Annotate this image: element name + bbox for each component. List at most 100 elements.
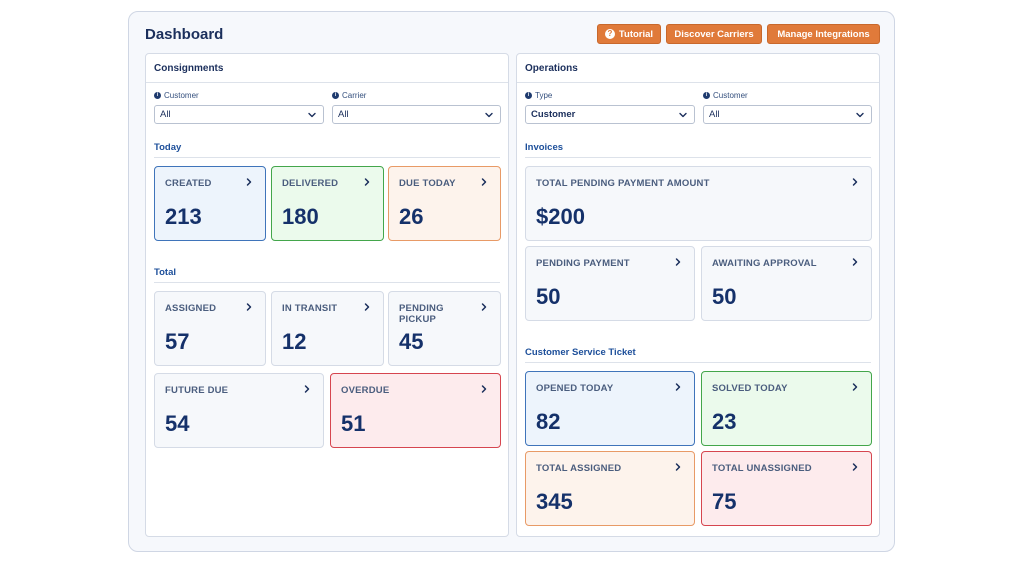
chevron-right-icon [363, 302, 371, 312]
pending-pickup-card[interactable]: PENDING PICKUP 45 [388, 291, 501, 366]
chevron-right-icon [480, 302, 488, 312]
awaiting-approval-card[interactable]: AWAITING APPROVAL 50 [701, 246, 872, 321]
total-pending-payment-amount-card[interactable]: TOTAL PENDING PAYMENT AMOUNT $200 [525, 166, 872, 241]
carrier-filter-label: i Carrier [332, 91, 366, 100]
consignments-title: Consignments [154, 63, 224, 74]
question-icon: ? [604, 29, 615, 39]
carrier-filter-label-text: Carrier [342, 91, 367, 100]
total-assigned-card[interactable]: TOTAL ASSIGNED 345 [525, 451, 695, 526]
info-icon: i [154, 92, 161, 99]
dashboard-frame: Dashboard ? Tutorial Discover Carriers M… [128, 11, 895, 552]
chevron-right-icon [674, 382, 682, 392]
chevron-right-icon [480, 177, 488, 187]
chevron-down-icon [307, 110, 317, 120]
divider [154, 157, 500, 158]
info-icon: i [703, 92, 710, 99]
divider [146, 82, 508, 83]
type-select[interactable]: Customer [525, 105, 695, 124]
chevron-right-icon [245, 177, 253, 187]
carrier-select-value: All [338, 109, 349, 120]
divider [525, 157, 871, 158]
due-today-card[interactable]: DUE TODAY 26 [388, 166, 501, 241]
divider [517, 82, 879, 83]
customer-filter-label: i Customer [154, 91, 199, 100]
carrier-select[interactable]: All [332, 105, 501, 124]
pending-payment-card[interactable]: PENDING PAYMENT 50 [525, 246, 695, 321]
card-label: FUTURE DUE [165, 385, 229, 396]
card-label: TOTAL UNASSIGNED [712, 463, 812, 474]
solved-today-card[interactable]: SOLVED TODAY 23 [701, 371, 872, 446]
card-value: 45 [399, 329, 424, 354]
card-value: $200 [536, 204, 585, 229]
operations-title: Operations [525, 63, 578, 74]
card-value: 180 [282, 204, 319, 229]
type-filter-label: i Type [525, 91, 552, 100]
card-value: 75 [712, 489, 737, 514]
customer-service-ticket-section-title: Customer Service Ticket [525, 347, 636, 358]
operations-panel: Operations i Type Customer i Customer Al… [516, 53, 880, 537]
type-select-value: Customer [531, 109, 576, 120]
card-label: IN TRANSIT [282, 303, 338, 314]
card-label: AWAITING APPROVAL [712, 258, 817, 269]
card-value: 50 [536, 284, 561, 309]
type-filter-label-text: Type [535, 91, 553, 100]
chevron-right-icon [674, 462, 682, 472]
card-label: PENDING PAYMENT [536, 258, 630, 269]
created-card[interactable]: CREATED 213 [154, 166, 266, 241]
card-label: DUE TODAY [399, 178, 456, 189]
card-label: CREATED [165, 178, 212, 189]
tutorial-button-label: Tutorial [618, 28, 654, 40]
card-value: 12 [282, 329, 307, 354]
customer-filter-label-text: Customer [713, 91, 748, 100]
page-title: Dashboard [145, 26, 224, 43]
chevron-right-icon [851, 462, 859, 472]
card-value: 57 [165, 329, 190, 354]
tutorial-button[interactable]: ? Tutorial [597, 24, 661, 44]
invoices-section-title: Invoices [525, 142, 564, 153]
card-label: PENDING PICKUP [399, 303, 444, 325]
total-unassigned-card[interactable]: TOTAL UNASSIGNED 75 [701, 451, 872, 526]
divider [154, 282, 500, 283]
manage-integrations-button[interactable]: Manage Integrations [767, 24, 880, 44]
card-label: TOTAL ASSIGNED [536, 463, 622, 474]
opened-today-card[interactable]: OPENED TODAY 82 [525, 371, 695, 446]
chevron-right-icon [674, 257, 682, 267]
card-label: ASSIGNED [165, 303, 217, 314]
divider [525, 362, 871, 363]
info-icon: i [332, 92, 339, 99]
chevron-down-icon [678, 110, 688, 120]
today-section-title: Today [154, 142, 182, 153]
customer-select-value: All [160, 109, 171, 120]
customer-filter-label: i Customer [703, 91, 748, 100]
card-value: 50 [712, 284, 737, 309]
card-label: TOTAL PENDING PAYMENT AMOUNT [536, 178, 710, 189]
chevron-right-icon [303, 384, 311, 394]
chevron-right-icon [851, 257, 859, 267]
future-due-card[interactable]: FUTURE DUE 54 [154, 373, 324, 448]
chevron-right-icon [480, 384, 488, 394]
card-label: DELIVERED [282, 178, 339, 189]
total-section-title: Total [154, 267, 176, 278]
chevron-right-icon [851, 177, 859, 187]
card-value: 213 [165, 204, 202, 229]
card-value: 23 [712, 409, 737, 434]
card-label: OPENED TODAY [536, 383, 614, 394]
in-transit-card[interactable]: IN TRANSIT 12 [271, 291, 384, 366]
delivered-card[interactable]: DELIVERED 180 [271, 166, 384, 241]
card-value: 26 [399, 204, 424, 229]
chevron-right-icon [363, 177, 371, 187]
customer-filter-label-text: Customer [164, 91, 199, 100]
chevron-right-icon [245, 302, 253, 312]
overdue-card[interactable]: OVERDUE 51 [330, 373, 501, 448]
discover-carriers-button[interactable]: Discover Carriers [666, 24, 762, 44]
chevron-down-icon [855, 110, 865, 120]
customer-select[interactable]: All [154, 105, 324, 124]
operations-customer-select[interactable]: All [703, 105, 872, 124]
consignments-panel: Consignments i Customer All i Carrier Al… [145, 53, 509, 537]
info-icon: i [525, 92, 532, 99]
card-value: 51 [341, 411, 366, 436]
card-value: 82 [536, 409, 561, 434]
chevron-down-icon [484, 110, 494, 120]
card-label: SOLVED TODAY [712, 383, 788, 394]
assigned-card[interactable]: ASSIGNED 57 [154, 291, 266, 366]
